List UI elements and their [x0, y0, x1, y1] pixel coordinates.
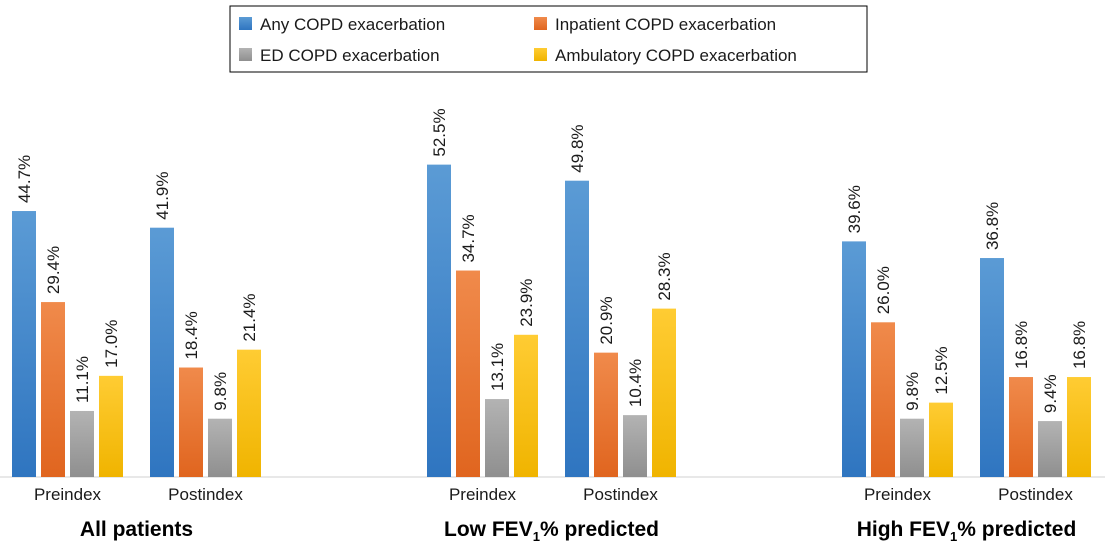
legend-item-inpatient: Inpatient COPD exacerbation — [534, 15, 776, 34]
legend-label-ed: ED COPD exacerbation — [260, 46, 440, 65]
data-label-ambulatory: 21.4% — [240, 293, 259, 341]
data-label-inpatient: 29.4% — [44, 246, 63, 294]
tick-label-postindex: Postindex — [168, 485, 243, 504]
legend-frame — [229, 5, 868, 73]
bar-ed — [623, 415, 647, 477]
data-label-ambulatory: 28.3% — [655, 252, 674, 300]
data-label-inpatient: 16.8% — [1012, 321, 1031, 369]
bar-inpatient — [179, 367, 203, 477]
group-label-2: Low FEV1% predicted — [444, 518, 659, 544]
bar-ambulatory — [1067, 377, 1091, 477]
data-label-ed: 13.1% — [488, 343, 507, 391]
data-label-any: 36.8% — [983, 202, 1002, 250]
data-label-inpatient: 18.4% — [182, 311, 201, 359]
tick-label-preindex: Preindex — [864, 485, 932, 504]
data-label-inpatient: 20.9% — [597, 296, 616, 344]
bar-ambulatory — [652, 308, 676, 477]
bar-inpatient — [871, 322, 895, 477]
data-label-ed: 9.4% — [1041, 374, 1060, 413]
data-label-ed: 10.4% — [626, 359, 645, 407]
group-label-1: All patients — [80, 518, 193, 541]
legend-item-ambulatory: Ambulatory COPD exacerbation — [534, 46, 797, 65]
bar-any — [565, 180, 589, 477]
tick-label-postindex: Postindex — [998, 485, 1073, 504]
bar-ambulatory — [514, 334, 538, 477]
bar-any — [980, 258, 1004, 477]
bar-any — [150, 227, 174, 477]
data-label-ed: 9.8% — [211, 372, 230, 411]
data-label-any: 41.9% — [153, 171, 172, 219]
legend: Any COPD exacerbation Inpatient COPD exa… — [229, 5, 868, 73]
bars-layer — [12, 164, 1091, 477]
bar-ambulatory — [99, 375, 123, 477]
legend-item-any: Any COPD exacerbation — [239, 15, 445, 34]
legend-label-any: Any COPD exacerbation — [260, 15, 445, 34]
data-label-ambulatory: 12.5% — [932, 346, 951, 394]
bar-inpatient — [41, 302, 65, 477]
data-label-ed: 11.1% — [73, 356, 92, 403]
group-label-3: High FEV1% predicted — [857, 518, 1077, 544]
data-label-any: 49.8% — [568, 124, 587, 172]
bar-ed — [208, 418, 232, 477]
data-label-inpatient: 34.7% — [459, 214, 478, 262]
legend-label-ambulatory: Ambulatory COPD exacerbation — [555, 46, 797, 65]
bar-any — [12, 211, 36, 477]
data-label-any: 39.6% — [845, 185, 864, 233]
bar-any — [842, 241, 866, 477]
tick-label-preindex: Preindex — [34, 485, 102, 504]
value-labels-layer: 44.7% 29.4% 11.1% 17.0% 41.9% 18.4% 9.8% 21.4% 5… — [15, 108, 1089, 413]
tick-label-preindex: Preindex — [449, 485, 517, 504]
bar-any — [427, 164, 451, 477]
tick-labels-layer: Preindex Postindex Preindex Postindex Preind… — [34, 485, 1073, 504]
bar-inpatient — [594, 352, 618, 477]
data-label-ambulatory: 17.0% — [102, 320, 121, 368]
data-label-inpatient: 26.0% — [874, 266, 893, 314]
bar-ambulatory — [237, 349, 261, 477]
bar-ed — [485, 399, 509, 477]
bar-ed — [70, 410, 94, 477]
legend-label-inpatient: Inpatient COPD exacerbation — [555, 15, 776, 34]
legend-swatch-ed — [239, 48, 252, 61]
bar-ed — [1038, 421, 1062, 477]
tick-label-postindex: Postindex — [583, 485, 658, 504]
bar-inpatient — [1009, 377, 1033, 477]
bar-ambulatory — [929, 402, 953, 477]
legend-swatch-inpatient — [534, 17, 547, 30]
data-label-ambulatory: 16.8% — [1070, 321, 1089, 369]
legend-swatch-any — [239, 17, 252, 30]
data-label-any: 52.5% — [430, 108, 449, 156]
bar-inpatient — [456, 270, 480, 477]
data-label-ambulatory: 23.9% — [517, 279, 536, 327]
legend-item-ed: ED COPD exacerbation — [239, 46, 440, 65]
data-label-any: 44.7% — [15, 155, 34, 203]
data-label-ed: 9.8% — [903, 372, 922, 411]
bar-ed — [900, 418, 924, 477]
group-labels-layer: All patients Low FEV1% predicted High FEV1… — [80, 518, 1076, 544]
legend-swatch-ambulatory — [534, 48, 547, 61]
